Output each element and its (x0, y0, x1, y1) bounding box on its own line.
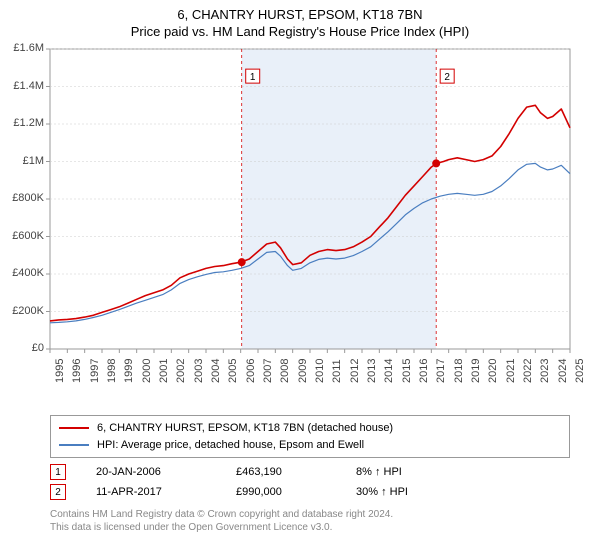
x-tick-label: 2014 (383, 359, 395, 383)
y-tick-label: £0 (2, 342, 44, 354)
legend-swatch (59, 444, 89, 446)
x-tick-label: 1997 (89, 359, 101, 383)
sale-marker-box: 1 (50, 464, 66, 480)
sale-marker-box: 2 (50, 484, 66, 500)
legend-label: HPI: Average price, detached house, Epso… (97, 437, 364, 454)
y-tick-label: £1.2M (2, 117, 44, 129)
chart-title-line1: 6, CHANTRY HURST, EPSOM, KT18 7BN (0, 0, 600, 24)
chart-svg: 12 (0, 39, 600, 409)
y-tick-label: £800K (2, 192, 44, 204)
x-tick-label: 2005 (227, 359, 239, 383)
x-tick-label: 1996 (71, 359, 83, 383)
y-tick-label: £400K (2, 267, 44, 279)
x-tick-label: 2003 (193, 359, 205, 383)
x-tick-label: 2024 (557, 359, 569, 383)
x-tick-label: 2015 (401, 359, 413, 383)
sale-delta: 30% ↑ HPI (356, 486, 476, 498)
x-tick-label: 2004 (210, 359, 222, 383)
x-tick-label: 2023 (539, 359, 551, 383)
x-tick-label: 2012 (349, 359, 361, 383)
x-tick-label: 1998 (106, 359, 118, 383)
legend-label: 6, CHANTRY HURST, EPSOM, KT18 7BN (detac… (97, 420, 393, 437)
x-tick-label: 2019 (470, 359, 482, 383)
sale-price: £463,190 (236, 466, 326, 478)
svg-text:2: 2 (444, 72, 450, 83)
svg-text:1: 1 (250, 72, 256, 83)
sale-price: £990,000 (236, 486, 326, 498)
y-tick-label: £1.6M (2, 42, 44, 54)
legend-item: 6, CHANTRY HURST, EPSOM, KT18 7BN (detac… (59, 420, 561, 437)
sale-delta: 8% ↑ HPI (356, 466, 476, 478)
x-tick-label: 1995 (54, 359, 66, 383)
y-tick-label: £200K (2, 305, 44, 317)
sale-date: 20-JAN-2006 (96, 466, 206, 478)
legend-box: 6, CHANTRY HURST, EPSOM, KT18 7BN (detac… (50, 415, 570, 458)
x-tick-label: 2018 (453, 359, 465, 383)
x-tick-label: 2021 (505, 359, 517, 383)
x-tick-label: 2011 (331, 360, 343, 384)
chart-area: 12 £0£200K£400K£600K£800K£1M£1.2M£1.4M£1… (0, 39, 600, 409)
legend-item: HPI: Average price, detached house, Epso… (59, 437, 561, 454)
x-tick-label: 2020 (487, 359, 499, 383)
y-tick-label: £600K (2, 230, 44, 242)
legend-swatch (59, 427, 89, 429)
x-tick-label: 2009 (297, 359, 309, 383)
sale-date: 11-APR-2017 (96, 486, 206, 498)
x-tick-label: 2002 (175, 359, 187, 383)
sale-row: 1 20-JAN-2006 £463,190 8% ↑ HPI (50, 462, 570, 482)
x-tick-label: 2016 (418, 359, 430, 383)
x-tick-label: 1999 (123, 359, 135, 383)
x-tick-label: 2022 (522, 359, 534, 383)
sales-table: 1 20-JAN-2006 £463,190 8% ↑ HPI 2 11-APR-2017… (50, 462, 570, 502)
x-tick-label: 2007 (262, 359, 274, 383)
x-tick-label: 2013 (366, 359, 378, 383)
footer-attribution: Contains HM Land Registry data © Crown c… (50, 508, 570, 534)
x-tick-label: 2001 (158, 359, 170, 383)
footer-line2: This data is licensed under the Open Gov… (50, 521, 570, 534)
y-tick-label: £1.4M (2, 80, 44, 92)
x-tick-label: 2025 (574, 359, 586, 383)
x-tick-label: 2010 (314, 359, 326, 383)
y-tick-label: £1M (2, 155, 44, 167)
chart-title-line2: Price paid vs. HM Land Registry's House … (0, 24, 600, 39)
sale-row: 2 11-APR-2017 £990,000 30% ↑ HPI (50, 482, 570, 502)
x-tick-label: 2008 (279, 359, 291, 383)
x-tick-label: 2006 (245, 359, 257, 383)
x-tick-label: 2017 (435, 359, 447, 383)
x-tick-label: 2000 (141, 359, 153, 383)
footer-line1: Contains HM Land Registry data © Crown c… (50, 508, 570, 521)
